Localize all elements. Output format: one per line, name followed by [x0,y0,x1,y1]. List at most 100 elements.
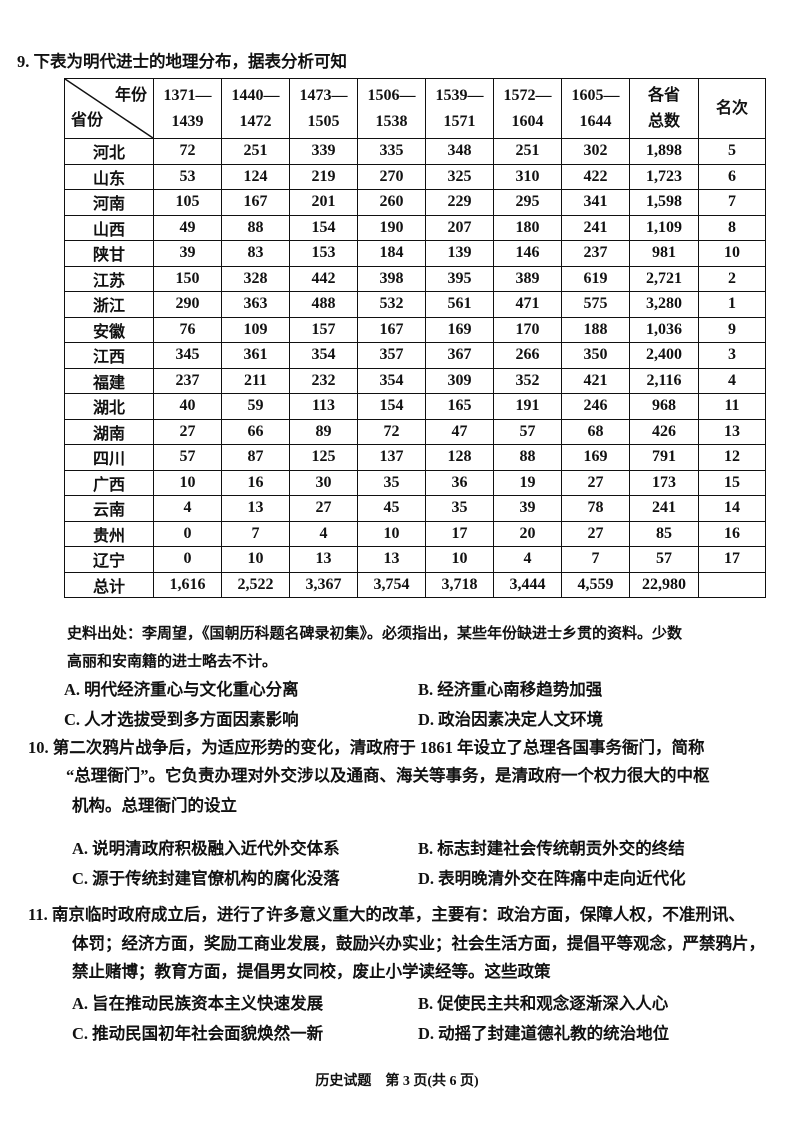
value-cell: 72 [153,138,222,165]
value-cell: 232 [289,367,358,394]
value-cell: 39 [153,240,222,267]
value-cell: 72 [357,418,426,445]
q11-option-c: C. 推动民国初年社会面貌焕然一新 [72,1024,324,1043]
value-cell: 154 [357,393,426,420]
value-cell: 367 [425,342,494,369]
value-cell: 2,522 [221,571,290,598]
q11-line-1: 11. 南京临时政府成立后，进行了许多意义重大的改革，主要有：政治方面，保障人权… [28,905,745,924]
value-cell: 191 [493,393,562,420]
column-header-text: 1440— [231,86,280,104]
province-cell: 山东 [64,163,154,190]
value-cell: 27 [561,520,630,547]
value-cell: 173 [629,469,699,496]
corner-province-label: 省份 [71,112,104,129]
q10-line-2: “总理衙门”。它负责办理对外交涉以及通商、海关等事务，是清政府一个权力很大的中枢 [66,766,710,785]
value-cell: 49 [153,214,222,241]
column-header: 1473— 1505 [289,78,358,139]
q11-option-d: D. 动摇了封建道德礼教的统治地位 [418,1024,670,1043]
diagonal-line [65,79,153,138]
question-9-stem: 9. 下表为明代进士的地理分布，据表分析可知 [17,52,347,71]
value-cell: 109 [221,316,290,343]
value-cell: 47 [425,418,494,445]
corner-year-label: 年份 [114,87,147,104]
column-header-text: 1505 [307,112,340,130]
table-note-1: 史料出处：李周望，《国朝历科题名碑录初集》。必须指出，某些年份缺进士乡贯的资料。… [67,626,683,642]
q10-line-1: 10. 第二次鸦片战争后，为适应形势的变化，清政府于 1861 年设立了总理各国… [28,738,705,757]
value-cell: 398 [357,265,426,292]
value-cell: 87 [221,444,290,471]
value-cell: 16 [221,469,290,496]
value-cell: 350 [561,342,630,369]
q9-option-c: C. 人才选拔受到多方面因素影响 [64,710,299,729]
table-row: 山东 53 124 219 270 325 310 422 1,723 6 [64,163,766,190]
province-cell: 浙江 [64,291,154,318]
value-cell: 105 [153,189,222,216]
value-cell: 13 [221,495,290,522]
value-cell: 471 [493,291,562,318]
column-header: 各省 总数 [629,78,699,139]
table-row: 贵州 0 7 4 10 17 20 27 85 16 [64,520,766,547]
province-cell: 陕甘 [64,240,154,267]
q10-option-a: A. 说明清政府积极融入近代外交体系 [72,839,340,858]
q11-option-a: A. 旨在推动民族资本主义快速发展 [72,994,324,1013]
value-cell: 241 [629,495,699,522]
value-cell: 27 [153,418,222,445]
column-header-text: 1572— [503,86,552,104]
value-cell: 146 [493,240,562,267]
value-cell: 295 [493,189,562,216]
column-header-text: 1538 [375,112,408,130]
value-cell: 270 [357,163,426,190]
value-cell: 14 [698,495,766,522]
value-cell: 167 [357,316,426,343]
value-cell: 89 [289,418,358,445]
value-cell: 180 [493,214,562,241]
value-cell: 39 [493,495,562,522]
q11-line-2: 体罚；经济方面，奖励工商业发展，鼓励兴办实业；社会生活方面，提倡平等观念，严禁鸦… [72,934,765,953]
value-cell: 246 [561,393,630,420]
value-cell: 184 [357,240,426,267]
table-row: 云南 4 13 27 45 35 39 78 241 14 [64,495,766,522]
value-cell: 352 [493,367,562,394]
value-cell: 0 [153,520,222,547]
column-header-text: 1506— [367,86,416,104]
province-cell: 四川 [64,444,154,471]
value-cell: 1,723 [629,163,699,190]
value-cell: 532 [357,291,426,318]
value-cell: 6 [698,163,766,190]
value-cell: 3 [698,342,766,369]
value-cell: 7 [698,189,766,216]
province-cell: 贵州 [64,520,154,547]
value-cell: 125 [289,444,358,471]
value-cell: 1 [698,291,766,318]
province-cell: 河北 [64,138,154,165]
value-cell: 113 [289,393,358,420]
value-cell: 3,280 [629,291,699,318]
value-cell: 4 [698,367,766,394]
value-cell: 348 [425,138,494,165]
q9-option-b: B. 经济重心南移趋势加强 [418,680,603,699]
value-cell: 341 [561,189,630,216]
table-row: 河南 105 167 201 260 229 295 341 1,598 7 [64,189,766,216]
value-cell: 35 [357,469,426,496]
value-cell: 78 [561,495,630,522]
table-row: 山西 49 88 154 190 207 180 241 1,109 8 [64,214,766,241]
column-header: 名次 [698,78,766,139]
value-cell: 251 [221,138,290,165]
value-cell: 128 [425,444,494,471]
value-cell: 2,400 [629,342,699,369]
value-cell: 241 [561,214,630,241]
value-cell: 190 [357,214,426,241]
province-cell: 安徽 [64,316,154,343]
value-cell: 310 [493,163,562,190]
value-cell: 4 [153,495,222,522]
value-cell: 59 [221,393,290,420]
value-cell: 211 [221,367,290,394]
value-cell: 13 [289,546,358,573]
column-header: 1539— 1571 [425,78,494,139]
value-cell: 10 [153,469,222,496]
value-cell: 237 [561,240,630,267]
column-header: 1371— 1439 [153,78,222,139]
value-cell: 57 [629,546,699,573]
q11-option-b: B. 促使民主共和观念逐渐深入人心 [418,994,669,1013]
value-cell: 426 [629,418,699,445]
